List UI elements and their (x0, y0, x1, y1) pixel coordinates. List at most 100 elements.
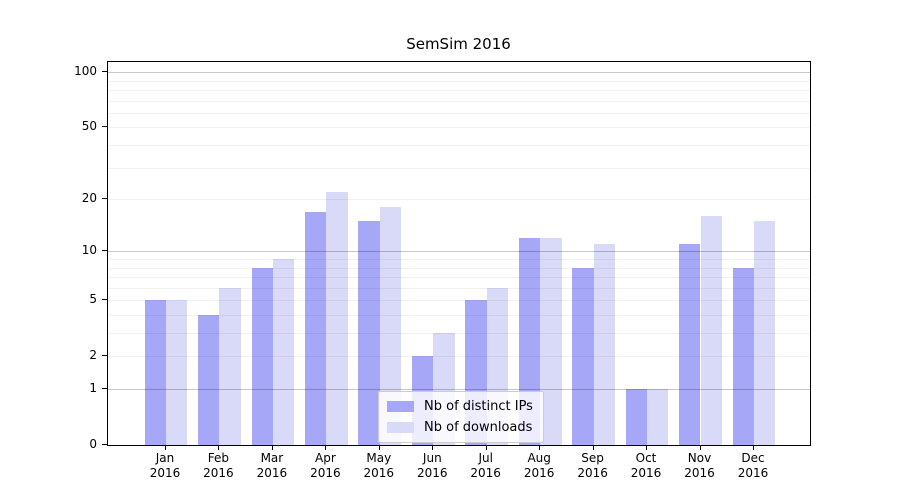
y-tick-mark-100 (102, 71, 107, 73)
y-tick-label-100: 100 (74, 64, 97, 79)
gridline-minor-6 (108, 287, 810, 289)
gridline-minor-50 (108, 127, 810, 129)
x-tick-label-nov: Nov 2016 (673, 451, 727, 481)
gridline-major-1 (108, 389, 810, 390)
gridline-minor-20 (108, 199, 810, 201)
gridline-major-100 (108, 72, 810, 74)
gridline-minor-3 (108, 333, 810, 334)
x-tick-month: Jul (478, 451, 493, 465)
x-tick-month: Dec (741, 451, 765, 465)
y-tick-mark-20 (102, 198, 107, 200)
gridline-minor-2 (108, 356, 810, 358)
x-tick-year: 2016 (363, 466, 395, 480)
y-tick-label-10: 10 (81, 243, 97, 258)
bar-nb-of-distinct-ips-sep (572, 267, 594, 445)
x-tick-month: Sep (581, 451, 604, 465)
x-tick-year: 2016 (256, 466, 288, 480)
x-tick-label-feb: Feb 2016 (191, 451, 245, 481)
chart-title: SemSim 2016 (406, 35, 511, 53)
bar-nb-of-downloads-feb (219, 287, 241, 445)
bar-nb-of-distinct-ips-dec (732, 267, 754, 445)
x-tick-mark-jan (165, 445, 166, 450)
legend-label-downloads: Nb of downloads (424, 420, 533, 435)
gridline-major-10 (108, 251, 810, 253)
bar-nb-of-downloads-mar (272, 259, 295, 445)
x-tick-year: 2016 (630, 466, 662, 480)
x-tick-label-apr: Apr 2016 (298, 451, 352, 481)
y-tick-mark-10 (102, 250, 107, 252)
x-tick-month: Feb (207, 451, 230, 465)
x-tick-year: 2016 (310, 466, 341, 480)
x-tick-label-dec: Dec 2016 (726, 451, 780, 481)
x-tick-label-sep: Sep 2016 (566, 451, 620, 481)
x-tick-label-jan: Jan 2016 (138, 451, 192, 481)
x-tick-mark-apr (325, 445, 327, 450)
gridline-minor-9 (108, 259, 810, 260)
x-tick-mark-dec (753, 445, 754, 450)
x-tick-mark-feb (218, 445, 220, 450)
x-tick-month: Apr (315, 451, 336, 465)
x-tick-mark-aug (539, 445, 541, 450)
x-tick-mark-mar (271, 445, 273, 450)
bar-nb-of-distinct-ips-nov (679, 244, 701, 445)
x-tick-year: 2016 (470, 466, 501, 480)
bar-nb-of-distinct-ips-mar (251, 267, 273, 445)
bar-nb-of-distinct-ips-apr (304, 211, 327, 445)
y-tick-label-5: 5 (89, 292, 97, 307)
legend-swatch-downloads (387, 422, 414, 433)
x-tick-label-jun: Jun 2016 (405, 451, 459, 481)
x-tick-mark-nov (699, 445, 701, 450)
x-tick-year: 2016 (203, 466, 234, 480)
bar-nb-of-distinct-ips-may (358, 221, 380, 445)
bar-nb-of-downloads-jan (166, 300, 188, 445)
y-tick-mark-0 (102, 444, 107, 445)
bar-nb-of-distinct-ips-feb (198, 315, 220, 445)
bar-nb-of-downloads-may (379, 207, 402, 445)
gridline-minor-4 (108, 315, 810, 316)
gridline-minor-80 (108, 90, 810, 91)
x-tick-month: Nov (687, 451, 712, 465)
bar-nb-of-downloads-oct (647, 389, 669, 445)
x-tick-mark-jul (485, 445, 487, 450)
x-tick-year: 2016 (523, 466, 555, 480)
y-tick-label-2: 2 (89, 348, 97, 363)
x-tick-mark-may (378, 445, 380, 450)
x-tick-month: Jan (155, 451, 175, 465)
x-tick-year: 2016 (149, 466, 181, 480)
x-tick-month: May (366, 451, 392, 465)
plot-area: Nb of distinct IPs Nb of downloads (107, 61, 811, 446)
y-tick-label-50: 50 (81, 119, 97, 134)
gridline-minor-70 (108, 100, 810, 102)
legend-item-downloads: Nb of downloads (387, 420, 533, 435)
x-tick-month: Mar (260, 451, 284, 465)
x-tick-month: Oct (635, 451, 657, 465)
gridline-minor-8 (108, 267, 810, 269)
y-tick-label-20: 20 (81, 191, 97, 206)
bar-nb-of-downloads-nov (700, 216, 722, 445)
bar-nb-of-downloads-sep (593, 244, 615, 445)
x-tick-label-jul: Jul 2016 (459, 451, 513, 481)
y-tick-mark-2 (102, 355, 107, 357)
gridline-minor-7 (108, 277, 810, 278)
bar-nb-of-distinct-ips-oct (625, 389, 648, 445)
bar-nb-of-downloads-apr (326, 191, 348, 445)
bar-nb-of-downloads-dec (753, 221, 776, 445)
y-tick-label-1: 1 (89, 381, 97, 395)
x-tick-month: Aug (527, 451, 551, 465)
x-tick-label-may: May 2016 (352, 451, 406, 481)
legend-item-distinct-ips: Nb of distinct IPs (387, 399, 533, 414)
gridline-minor-5 (108, 300, 810, 302)
y-tick-mark-50 (102, 126, 107, 128)
x-tick-mark-jun (432, 445, 434, 450)
x-tick-mark-sep (592, 445, 594, 450)
x-tick-year: 2016 (417, 466, 448, 480)
legend-swatch-distinct-ips (387, 401, 414, 412)
x-tick-year: 2016 (577, 466, 608, 480)
x-tick-year: 2016 (737, 466, 769, 480)
gridline-minor-60 (108, 112, 810, 114)
bar-nb-of-distinct-ips-jan (144, 300, 166, 445)
x-tick-label-oct: Oct 2016 (619, 451, 673, 481)
legend-label-distinct-ips: Nb of distinct IPs (424, 399, 533, 414)
x-tick-mark-oct (646, 445, 647, 450)
